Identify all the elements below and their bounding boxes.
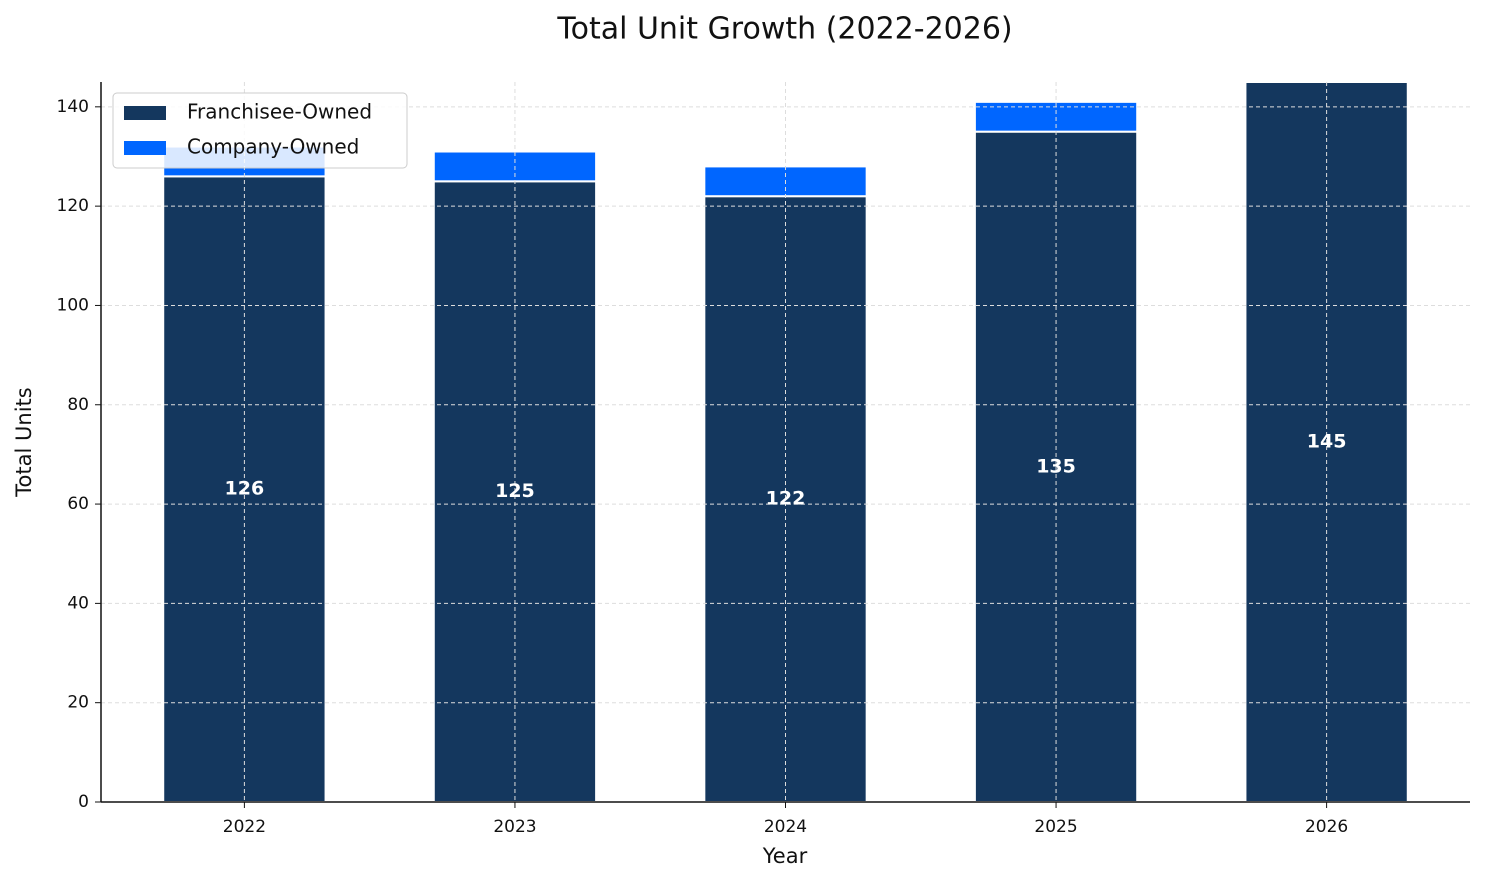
y-axis-label: Total Units	[12, 387, 36, 497]
y-tick-label: 60	[67, 494, 89, 514]
chart-title: Total Unit Growth (2022-2026)	[556, 12, 1012, 47]
y-tick-label: 40	[67, 593, 89, 613]
x-tick-label: 2025	[1034, 817, 1077, 837]
value-label: 135	[1036, 455, 1076, 477]
value-label: 145	[1307, 431, 1347, 453]
y-tick-label: 100	[57, 295, 89, 315]
x-tick-label: 2022	[223, 817, 266, 837]
x-tick-label: 2026	[1305, 817, 1348, 837]
y-tick-label: 140	[57, 97, 89, 117]
x-axis-label: Year	[762, 844, 808, 868]
legend-box	[112, 92, 408, 169]
legend-swatch	[124, 106, 166, 120]
y-tick-label: 80	[67, 395, 89, 415]
y-tick-label: 0	[78, 792, 89, 812]
legend-label: Company-Owned	[187, 135, 359, 159]
legend-label: Franchisee-Owned	[187, 100, 372, 124]
bar-segment	[1244, 82, 1409, 84]
value-label: 122	[766, 488, 806, 510]
grid	[101, 82, 1470, 803]
value-label: 126	[225, 478, 265, 500]
y-tick-label: 20	[67, 693, 89, 713]
overlay: 0 20 40 60 80 100 120 140 2022 2023 2024 2025 2026 12…	[57, 82, 1470, 837]
legend-swatch	[124, 141, 166, 155]
x-tick-label: 2024	[764, 817, 807, 837]
value-label: 125	[495, 480, 535, 502]
x-tick-label: 2023	[493, 817, 536, 837]
y-tick-label: 120	[57, 196, 89, 216]
